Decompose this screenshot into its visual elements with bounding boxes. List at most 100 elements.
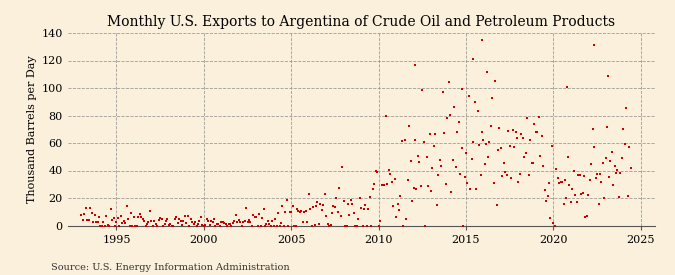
Point bbox=[522, 116, 533, 120]
Point bbox=[398, 223, 409, 228]
Point bbox=[564, 183, 575, 187]
Point bbox=[158, 223, 169, 228]
Point bbox=[343, 202, 354, 206]
Point bbox=[133, 215, 144, 219]
Point bbox=[341, 223, 352, 228]
Point bbox=[429, 144, 439, 148]
Point bbox=[396, 139, 407, 143]
Point bbox=[383, 168, 394, 172]
Point bbox=[95, 223, 106, 228]
Point bbox=[356, 206, 367, 210]
Point bbox=[132, 223, 142, 228]
Point bbox=[128, 215, 139, 219]
Point bbox=[114, 223, 125, 228]
Point bbox=[335, 214, 346, 218]
Point bbox=[394, 208, 404, 212]
Point bbox=[445, 112, 456, 117]
Point bbox=[151, 222, 161, 227]
Point bbox=[512, 136, 522, 140]
Point bbox=[593, 201, 604, 206]
Point bbox=[529, 121, 540, 126]
Point bbox=[535, 154, 545, 158]
Point bbox=[556, 180, 566, 185]
Point bbox=[440, 182, 451, 186]
Point bbox=[435, 158, 446, 162]
Point bbox=[115, 214, 126, 218]
Point bbox=[612, 168, 623, 172]
Point bbox=[457, 87, 468, 92]
Point bbox=[558, 202, 569, 206]
Point bbox=[423, 184, 433, 189]
Point bbox=[526, 161, 537, 165]
Point bbox=[387, 204, 398, 208]
Point bbox=[504, 144, 515, 148]
Point bbox=[458, 223, 468, 228]
Point bbox=[454, 120, 464, 125]
Point bbox=[539, 188, 550, 192]
Point bbox=[470, 187, 481, 191]
Point bbox=[227, 221, 238, 226]
Point bbox=[411, 186, 422, 191]
Point bbox=[498, 161, 509, 165]
Point bbox=[562, 155, 573, 160]
Point bbox=[557, 180, 568, 184]
Point bbox=[251, 215, 262, 219]
Point bbox=[415, 184, 426, 188]
Point bbox=[317, 208, 327, 212]
Point bbox=[474, 143, 485, 148]
Point bbox=[97, 223, 107, 228]
Point bbox=[279, 223, 290, 228]
Point bbox=[516, 132, 526, 136]
Point bbox=[137, 217, 148, 222]
Point bbox=[328, 204, 339, 208]
Point bbox=[255, 223, 266, 228]
Point bbox=[377, 183, 388, 188]
Point bbox=[219, 221, 230, 225]
Point bbox=[599, 196, 610, 200]
Point bbox=[466, 157, 477, 161]
Point bbox=[267, 219, 277, 223]
Point bbox=[213, 222, 224, 227]
Point bbox=[386, 180, 397, 184]
Point bbox=[437, 90, 448, 95]
Point bbox=[107, 218, 117, 222]
Point bbox=[597, 161, 608, 166]
Point bbox=[175, 219, 186, 224]
Point bbox=[136, 215, 146, 220]
Point bbox=[216, 219, 227, 224]
Point bbox=[494, 126, 505, 130]
Point bbox=[188, 222, 199, 226]
Point bbox=[523, 172, 534, 177]
Point bbox=[239, 219, 250, 223]
Point bbox=[478, 138, 489, 142]
Point bbox=[446, 189, 457, 194]
Point bbox=[410, 138, 421, 142]
Point bbox=[468, 57, 479, 61]
Point bbox=[450, 165, 461, 169]
Point bbox=[109, 223, 120, 228]
Point bbox=[357, 223, 368, 228]
Point bbox=[162, 216, 173, 221]
Point bbox=[146, 219, 157, 224]
Point bbox=[313, 221, 324, 226]
Point bbox=[90, 220, 101, 224]
Point bbox=[177, 223, 188, 228]
Point bbox=[580, 215, 591, 219]
Point bbox=[187, 220, 198, 225]
Point bbox=[577, 191, 588, 195]
Point bbox=[281, 198, 292, 202]
Point bbox=[123, 216, 134, 221]
Point bbox=[615, 170, 626, 175]
Point bbox=[196, 214, 207, 219]
Point bbox=[543, 181, 554, 185]
Point bbox=[348, 211, 359, 215]
Point bbox=[568, 169, 579, 174]
Point bbox=[395, 194, 406, 198]
Point bbox=[89, 213, 100, 217]
Point bbox=[201, 217, 212, 221]
Point bbox=[312, 200, 323, 204]
Point bbox=[84, 218, 95, 222]
Point bbox=[288, 204, 298, 208]
Point bbox=[206, 218, 217, 223]
Point bbox=[484, 140, 495, 145]
